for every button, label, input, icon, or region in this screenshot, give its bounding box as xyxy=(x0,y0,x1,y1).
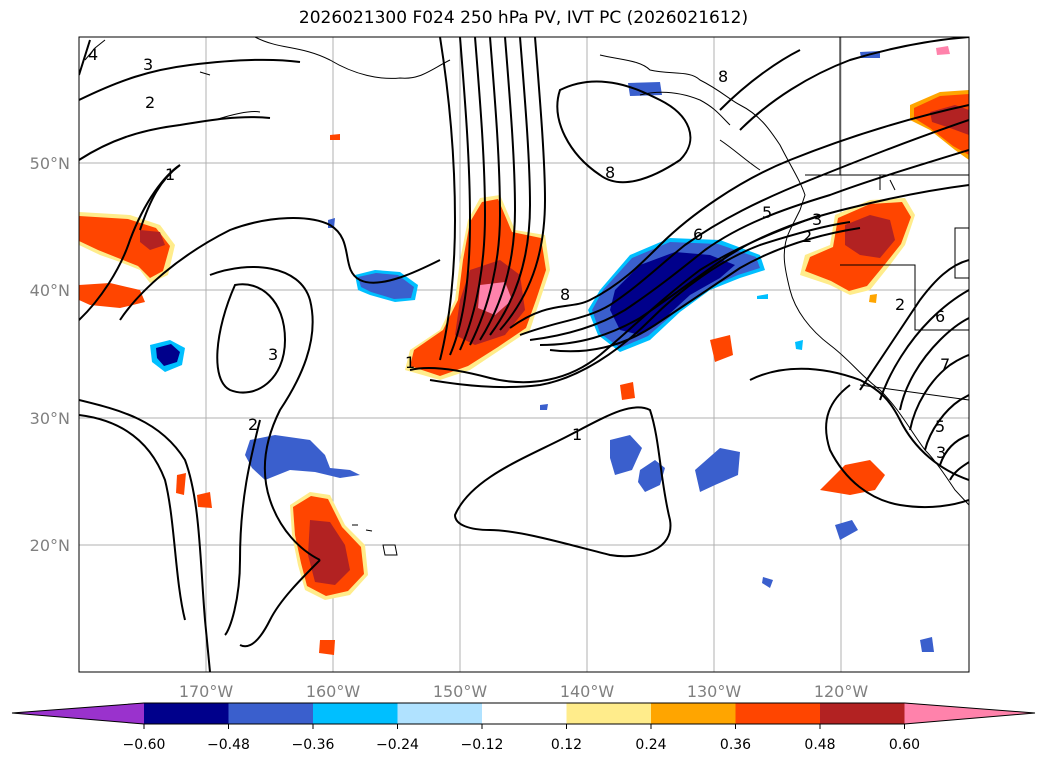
contour-label: 2 xyxy=(802,227,812,246)
contour-label: 3 xyxy=(143,55,153,74)
contour-label: 3 xyxy=(936,443,946,462)
colorbar-tick-label: −0.36 xyxy=(292,737,335,753)
map-border xyxy=(78,36,970,673)
contour-label: 2 xyxy=(895,295,905,314)
contour-label: 8 xyxy=(560,285,570,304)
colorbar-segment xyxy=(482,703,567,724)
colorbar-extend-low xyxy=(12,703,144,724)
colorbar-tick-label: −0.24 xyxy=(376,737,419,753)
lat-label-20n: 20°N xyxy=(30,536,70,555)
colorbar-segment xyxy=(144,703,229,724)
colorbar-tick-label: 0.12 xyxy=(551,737,582,753)
colorbar-tick-label: 0.36 xyxy=(720,737,751,753)
contour-labels: 4 3 2 1 3 2 1 8 8 5 3 2 6 8 1 2 6 7 5 3 xyxy=(88,45,950,462)
colorbar-extend-high xyxy=(904,703,1035,724)
latitude-labels: 50°N 40°N 30°N 20°N xyxy=(30,154,70,555)
colorbar-tick-label: −0.12 xyxy=(461,737,504,753)
contour-label: 4 xyxy=(88,45,98,64)
contour-label: 2 xyxy=(145,93,155,112)
contour-label: 6 xyxy=(693,225,703,244)
lon-label-120w: 120°W xyxy=(814,682,869,701)
contour-label: 1 xyxy=(405,353,415,372)
contour-label: 6 xyxy=(935,307,945,326)
contour-label: 7 xyxy=(940,355,950,374)
colorbar-segment xyxy=(566,703,651,724)
contour-label: 3 xyxy=(268,345,278,364)
colorbar-segment xyxy=(820,703,905,724)
lon-label-140w: 140°W xyxy=(560,682,615,701)
colorbar-tick-label: 0.24 xyxy=(635,737,666,753)
lon-label-130w: 130°W xyxy=(687,682,742,701)
colorbar-segment xyxy=(735,703,820,724)
colorbar-segment xyxy=(397,703,482,724)
map-title: 2026021300 F024 250 hPa PV, IVT PC (2026… xyxy=(298,8,749,28)
lon-label-150w: 150°W xyxy=(433,682,488,701)
contour-label: 5 xyxy=(762,203,772,222)
contour-label: 2 xyxy=(248,415,258,434)
colorbar-segment xyxy=(651,703,736,724)
map-panel xyxy=(79,37,969,672)
colorbar-tick-label: 0.60 xyxy=(889,737,920,753)
colorbar: −0.60 −0.48 −0.36 −0.24 −0.12 0.12 0.24 … xyxy=(11,702,1036,753)
coastlines xyxy=(84,37,969,556)
contour-label: 5 xyxy=(935,417,945,436)
colorbar-tick-label: −0.60 xyxy=(123,737,166,753)
contour-label: 1 xyxy=(572,425,582,444)
longitude-labels: 170°W 160°W 150°W 140°W 130°W 120°W xyxy=(179,682,869,701)
lat-label-30n: 30°N xyxy=(30,409,70,428)
lon-label-160w: 160°W xyxy=(306,682,361,701)
contour-label: 3 xyxy=(812,210,822,229)
lat-label-40n: 40°N xyxy=(30,281,70,300)
lat-label-50n: 50°N xyxy=(30,154,70,173)
colorbar-segment xyxy=(313,703,398,724)
colorbar-tick-label: 0.48 xyxy=(804,737,835,753)
contour-label: 8 xyxy=(605,163,615,182)
colorbar-segment xyxy=(228,703,313,724)
colorbar-tick-label: −0.48 xyxy=(207,737,250,753)
contour-label: 8 xyxy=(718,67,728,86)
contour-label: 1 xyxy=(165,165,175,184)
lon-label-170w: 170°W xyxy=(179,682,234,701)
ivt-contours xyxy=(79,37,969,672)
